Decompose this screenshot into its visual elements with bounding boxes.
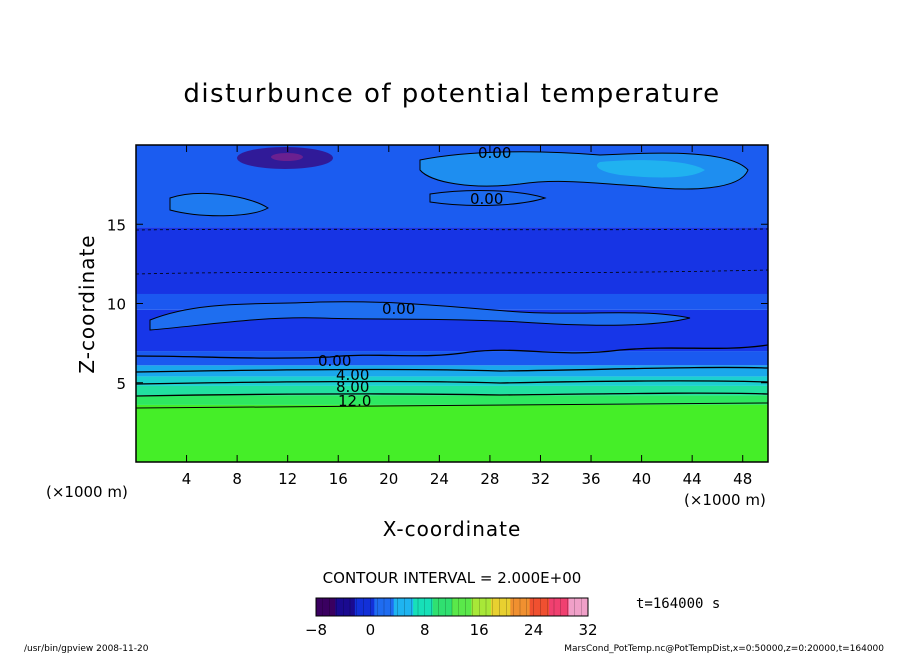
- contour-line: [136, 392, 768, 397]
- x-tick-label: 4: [182, 470, 192, 488]
- y-tick-label: 10: [107, 296, 126, 314]
- colorbar-cell: [413, 598, 434, 616]
- x-tick-label: 28: [480, 470, 499, 488]
- contour-line: [136, 269, 768, 275]
- colorbar-tick-label: −8: [305, 621, 327, 639]
- x-tick-label: 40: [632, 470, 651, 488]
- contour-label: 12.0: [338, 392, 371, 410]
- contour-label: 4.00: [336, 366, 369, 384]
- x-tick-label: 32: [531, 470, 550, 488]
- x-axis-label: X-coordinate: [383, 517, 522, 541]
- plot-area: 0.00 0.00 0.00 0.00 4.00 8.00 12.0: [136, 144, 768, 462]
- x-tick-label: 44: [683, 470, 702, 488]
- contour-layer: [136, 404, 768, 462]
- colorbar-tick-label: 32: [578, 621, 597, 639]
- x-tick-label: 8: [232, 470, 242, 488]
- contour-label: 0.00: [318, 352, 351, 370]
- colorbar-ticks: −8 0 8 16 24 32: [305, 621, 598, 639]
- x-axis-ticks: 4 8 12 16 20 24 28 32 36 40 44 48: [182, 145, 752, 488]
- contour-layer: [136, 365, 768, 377]
- contour-layer: [136, 385, 768, 396]
- y-axis-label: Z-coordinate: [75, 234, 99, 373]
- warm-patch-upper-right-inner: [596, 160, 705, 178]
- colorbar-cell: [510, 598, 531, 616]
- colorbar-cell: [354, 598, 375, 616]
- colorbar-cell: [432, 598, 453, 616]
- contour-features: [149, 147, 749, 331]
- footer-left: /usr/bin/gpview 2008-11-20: [24, 644, 149, 654]
- contour-line: [136, 366, 768, 373]
- colorbar: [316, 598, 589, 616]
- contour-line: [136, 380, 768, 385]
- colorbar-cell: [549, 598, 570, 616]
- contour-label: 0.00: [478, 144, 511, 162]
- x-tick-label: 48: [733, 470, 752, 488]
- footer-right: MarsCond_PotTemp.nc@PotTempDist,x=0:5000…: [564, 644, 884, 654]
- colorbar-cell: [568, 598, 589, 616]
- colorbar-cell: [529, 598, 550, 616]
- colorbar-cell: [490, 598, 511, 616]
- x-tick-label: 16: [329, 470, 348, 488]
- contour-labels: 0.00 0.00 0.00 0.00 4.00 8.00 12.0: [318, 144, 511, 410]
- colorbar-tick-label: 0: [366, 621, 376, 639]
- contour-layer: [136, 395, 768, 405]
- contour-layer: [136, 351, 768, 366]
- x-tick-label: 36: [581, 470, 600, 488]
- colorbar-tick-label: 8: [420, 621, 430, 639]
- y-tick-label: 15: [107, 216, 126, 234]
- x-axis-unit: (×1000 m): [684, 491, 766, 509]
- colorbar-cell: [393, 598, 414, 616]
- contour-lines: [136, 228, 768, 409]
- warm-patch-mid-upper: [429, 190, 547, 206]
- contour-label: 0.00: [470, 190, 503, 208]
- y-tick-label: 5: [116, 375, 126, 393]
- contour-label: 8.00: [336, 378, 369, 396]
- x-tick-label: 24: [430, 470, 449, 488]
- colorbar-cell: [374, 598, 395, 616]
- contour-line: [136, 344, 768, 359]
- warm-band-mid: [149, 301, 691, 331]
- colorbar-cell: [316, 598, 336, 616]
- y-axis-unit: (×1000 m): [46, 483, 128, 501]
- time-label: t=164000 s: [636, 596, 720, 612]
- colorbar-cell: [471, 598, 492, 616]
- colorbar-frame: [315, 597, 589, 617]
- colorbar-tick-label: 24: [524, 621, 543, 639]
- colorbar-cell: [452, 598, 472, 616]
- contour-layer: [136, 227, 768, 294]
- chart-title: disturbunce of potential temperature: [183, 79, 720, 109]
- contour-line: [136, 228, 768, 231]
- warm-patch-upper-left: [169, 193, 269, 217]
- contour-layer: [136, 376, 768, 386]
- contour-label: 0.00: [382, 300, 415, 318]
- x-tick-label: 12: [278, 470, 297, 488]
- colorbar-cell: [335, 598, 356, 616]
- x-tick-label: 20: [379, 470, 398, 488]
- warm-patch-upper-right: [419, 151, 749, 190]
- y-axis-ticks: 5 10 15: [107, 216, 768, 393]
- contour-interval: CONTOUR INTERVAL = 2.000E+00: [323, 569, 582, 587]
- colorbar-tick-label: 16: [470, 621, 489, 639]
- cold-anomaly-center: [271, 153, 303, 161]
